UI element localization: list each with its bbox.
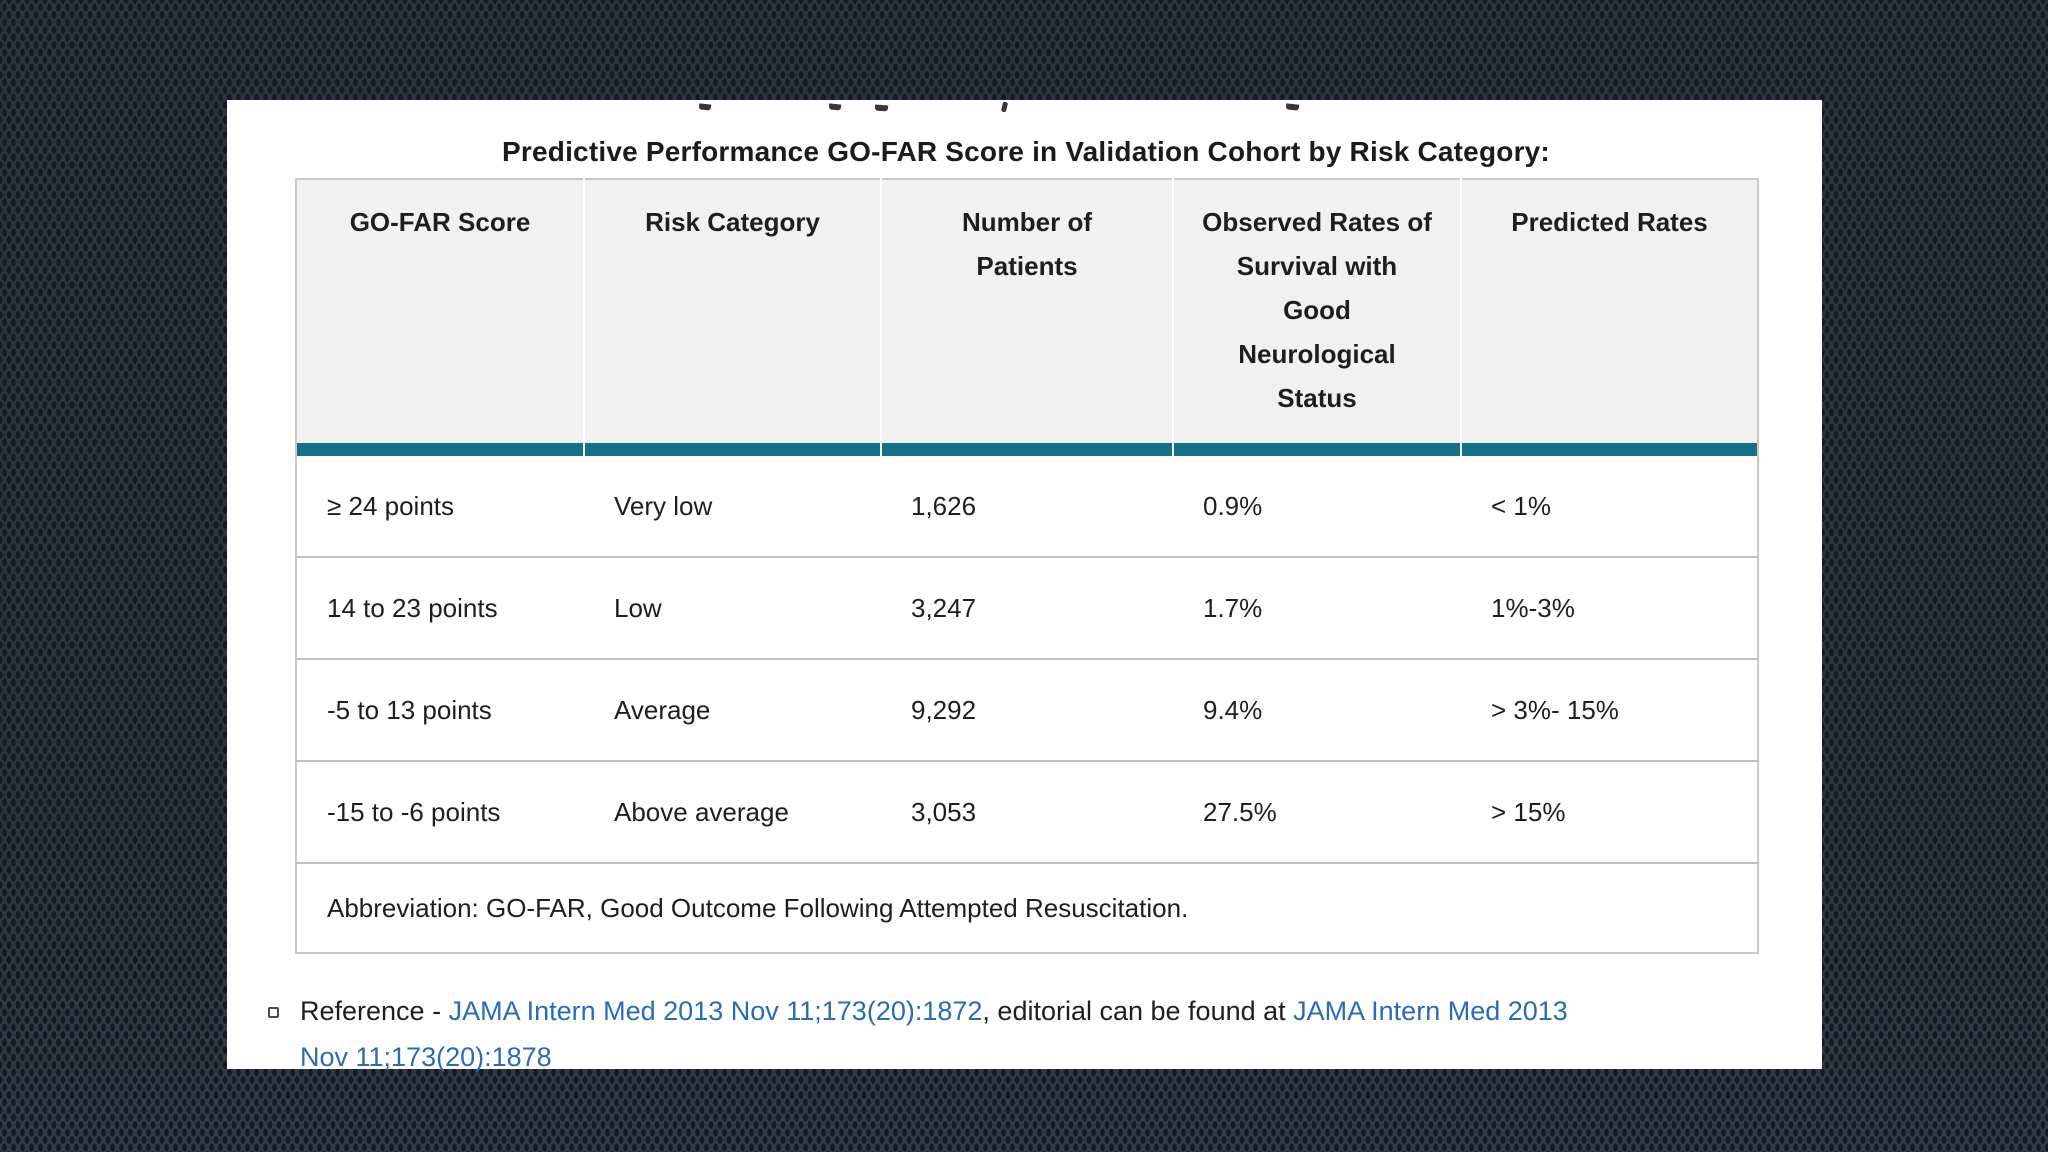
cell-predicted: > 3%- 15% <box>1461 658 1758 761</box>
gofar-score-table: GO-FAR Score Risk Category Number of Pat… <box>295 178 1759 954</box>
table-row: -5 to 13 points Average 9,292 9.4% > 3%-… <box>296 658 1758 761</box>
column-header-observed-rates: Observed Rates of Survival with Good Neu… <box>1173 179 1462 443</box>
cell-predicted: < 1% <box>1461 456 1758 557</box>
reference-note: Reference - JAMA Intern Med 2013 Nov 11;… <box>268 988 1778 1080</box>
clipped-text-fragment <box>828 103 842 111</box>
clipped-text-fragment <box>1000 101 1009 113</box>
cell-score: ≥ 24 points <box>296 456 584 557</box>
cell-patients: 3,247 <box>881 556 1173 659</box>
accent-bar-cell <box>1461 443 1758 456</box>
table-row: -15 to -6 points Above average 3,053 27.… <box>296 760 1758 863</box>
cell-observed: 9.4% <box>1173 658 1461 761</box>
table-row: ≥ 24 points Very low 1,626 0.9% < 1% <box>296 456 1758 557</box>
accent-bar-cell <box>881 443 1174 456</box>
table-header-row: GO-FAR Score Risk Category Number of Pat… <box>296 179 1758 443</box>
reference-middle-text: , editorial can be found at <box>982 996 1294 1026</box>
clipped-text-fragment <box>698 103 712 111</box>
table-footnote-row: Abbreviation: GO-FAR, Good Outcome Follo… <box>296 862 1758 953</box>
cell-patients: 3,053 <box>881 760 1173 863</box>
cell-observed: 1.7% <box>1173 556 1461 659</box>
table-accent-bar <box>296 443 1758 456</box>
column-header-gofar-score: GO-FAR Score <box>296 179 585 443</box>
clipped-text-fragment <box>874 104 889 112</box>
accent-bar-cell <box>1173 443 1462 456</box>
reference-text: Reference - JAMA Intern Med 2013 Nov 11;… <box>300 988 1778 1080</box>
clipped-text-fragment <box>1285 103 1300 111</box>
column-header-risk-category: Risk Category <box>584 179 882 443</box>
cell-predicted: > 15% <box>1461 760 1758 863</box>
accent-bar-cell <box>296 443 585 456</box>
cell-patients: 1,626 <box>881 456 1173 557</box>
reference-link-1[interactable]: JAMA Intern Med 2013 Nov 11;173(20):1872 <box>448 996 983 1026</box>
reference-link-2-line1[interactable]: JAMA Intern Med 2013 <box>1293 996 1568 1026</box>
cell-predicted: 1%-3% <box>1461 556 1758 659</box>
bullet-icon <box>268 1007 279 1018</box>
accent-bar-cell <box>584 443 882 456</box>
cell-risk: Average <box>584 658 881 761</box>
cell-score: -15 to -6 points <box>296 760 584 863</box>
reference-link-2[interactable]: JAMA Intern Med 2013 Nov 11;173(20):1878 <box>300 996 1568 1072</box>
cell-score: -5 to 13 points <box>296 658 584 761</box>
content-panel: Predictive Performance GO-FAR Score in V… <box>227 100 1822 1072</box>
column-header-predicted-rates: Predicted Rates <box>1461 179 1758 443</box>
cell-observed: 0.9% <box>1173 456 1461 557</box>
reference-link-2-line2[interactable]: Nov 11;173(20):1878 <box>300 1042 552 1072</box>
reference-label: Reference - <box>300 996 449 1026</box>
cell-risk: Above average <box>584 760 881 863</box>
abbreviation-note: Abbreviation: GO-FAR, Good Outcome Follo… <box>296 862 1758 953</box>
table-row: 14 to 23 points Low 3,247 1.7% 1%-3% <box>296 556 1758 659</box>
table-title: Predictive Performance GO-FAR Score in V… <box>502 136 1550 167</box>
cell-risk: Low <box>584 556 881 659</box>
cell-patients: 9,292 <box>881 658 1173 761</box>
column-header-number-of-patients: Number of Patients <box>881 179 1174 443</box>
cell-risk: Very low <box>584 456 881 557</box>
cell-observed: 27.5% <box>1173 760 1461 863</box>
cell-score: 14 to 23 points <box>296 556 584 659</box>
